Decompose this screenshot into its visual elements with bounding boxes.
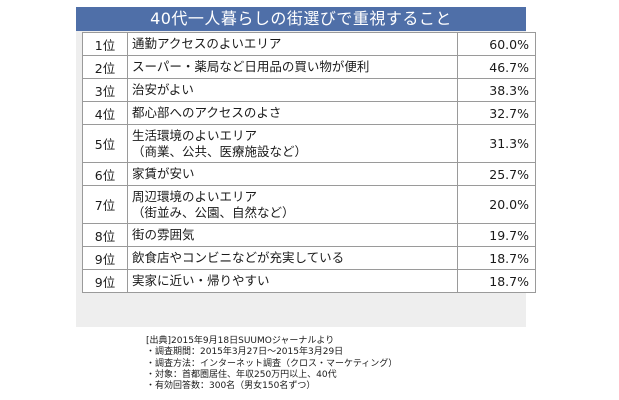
percent-cell: 18.7% <box>457 269 536 293</box>
percent-cell: 32.7% <box>457 101 536 125</box>
percent-cell: 18.7% <box>457 246 536 270</box>
table-row: 5位 生活環境のよいエリア （商業、公共、医療施設など） 31.3% <box>82 124 536 163</box>
item-cell: 家賃が安い <box>127 162 458 186</box>
rank-cell: 1位 <box>82 32 128 56</box>
item-cell: スーパー・薬局など日用品の買い物が便利 <box>127 55 458 79</box>
table-row: 8位 街の雰囲気 19.7% <box>82 223 536 247</box>
table-row: 9位 飲食店やコンビニなどが充実している 18.7% <box>82 246 536 270</box>
item-line: 生活環境のよいエリア <box>132 127 258 143</box>
source-note: [出典]2015年9月18日SUUMOジャーナルより <box>146 336 335 346</box>
ranking-table: 1位 通勤アクセスのよいエリア 60.0% 2位 スーパー・薬局など日用品の買い… <box>82 32 536 293</box>
percent-cell: 60.0% <box>457 32 536 56</box>
table-row: 2位 スーパー・薬局など日用品の買い物が便利 46.7% <box>82 55 536 79</box>
rank-cell: 5位 <box>82 124 128 163</box>
table-row: 7位 周辺環境のよいエリア （街並み、公園、自然など） 20.0% <box>82 185 536 224</box>
rank-cell: 4位 <box>82 101 128 125</box>
percent-cell: 31.3% <box>457 124 536 163</box>
table-row: 3位 治安がよい 38.3% <box>82 78 536 102</box>
rank-cell: 9位 <box>82 246 128 270</box>
rank-cell: 7位 <box>82 185 128 224</box>
item-subline: （街並み、公園、自然など） <box>132 204 295 220</box>
period-note: ・調査期間：2015年3月27日～2015年3月29日 <box>146 347 344 358</box>
percent-cell: 20.0% <box>457 185 536 224</box>
table-row: 6位 家賃が安い 25.7% <box>82 162 536 186</box>
item-cell: 周辺環境のよいエリア （街並み、公園、自然など） <box>127 185 458 224</box>
item-cell: 実家に近い・帰りやすい <box>127 269 458 293</box>
ranking-card: 40代一人暮らしの街選びで重視すること 1位 通勤アクセスのよいエリア 60.0… <box>76 7 536 327</box>
item-cell: 飲食店やコンビニなどが充実している <box>127 246 458 270</box>
item-cell: 治安がよい <box>127 78 458 102</box>
item-cell: 都心部へのアクセスのよさ <box>127 101 458 125</box>
rank-cell: 6位 <box>82 162 128 186</box>
table-row: 4位 都心部へのアクセスのよさ 32.7% <box>82 101 536 125</box>
rank-cell: 3位 <box>82 78 128 102</box>
rank-cell: 2位 <box>82 55 128 79</box>
table-row: 9位 実家に近い・帰りやすい 18.7% <box>82 269 536 293</box>
table-row: 1位 通勤アクセスのよいエリア 60.0% <box>82 32 536 56</box>
item-cell: 通勤アクセスのよいエリア <box>127 32 458 56</box>
rank-cell: 9位 <box>82 269 128 293</box>
item-cell: 生活環境のよいエリア （商業、公共、医療施設など） <box>127 124 458 163</box>
rank-cell: 8位 <box>82 223 128 247</box>
percent-cell: 19.7% <box>457 223 536 247</box>
item-line: 周辺環境のよいエリア <box>132 188 258 204</box>
percent-cell: 46.7% <box>457 55 536 79</box>
survey-notes: [出典]2015年9月18日SUUMOジャーナルより ・調査期間：2015年3月… <box>146 336 397 392</box>
item-subline: （商業、公共、医療施設など） <box>132 143 308 159</box>
table-title: 40代一人暮らしの街選びで重視すること <box>76 7 526 31</box>
item-cell: 街の雰囲気 <box>127 223 458 247</box>
responses-note: ・有効回答数：300名（男女150名ずつ） <box>146 381 316 392</box>
percent-cell: 38.3% <box>457 78 536 102</box>
method-note: ・調査方法：インターネット調査（クロス・マーケティング） <box>146 358 398 369</box>
percent-cell: 25.7% <box>457 162 536 186</box>
target-note: ・対象：首都圏居住、年収250万円以上、40代 <box>146 369 337 380</box>
